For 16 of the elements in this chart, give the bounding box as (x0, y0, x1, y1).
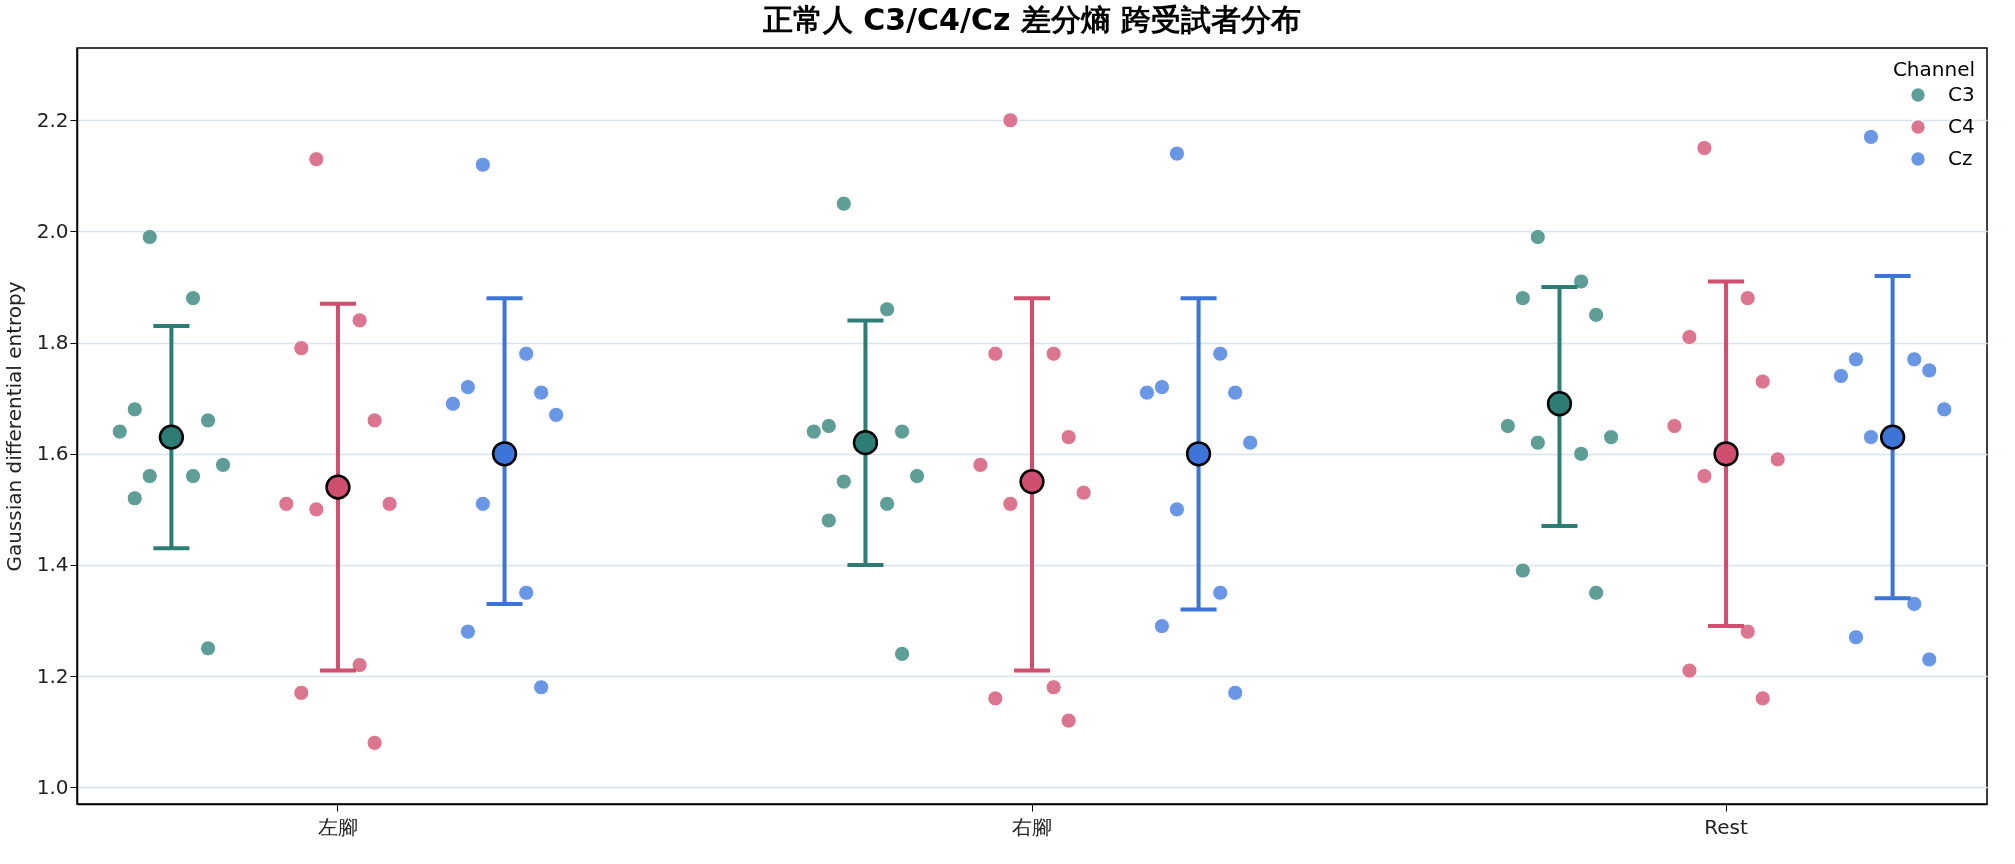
y-tick-label: 1.2 (36, 663, 69, 688)
y-axis-title: Gaussian differential entropy (1, 281, 26, 572)
legend-title: Channel (1892, 57, 1975, 81)
legend-label: Cz (1948, 146, 1973, 170)
x-tick-label: 左腳 (317, 814, 358, 839)
y-tick-label: 1.0 (36, 774, 69, 799)
legend-label: C3 (1948, 82, 1975, 106)
y-tick-label: 1.4 (36, 552, 69, 577)
x-tick-label: Rest (1704, 814, 1748, 839)
y-tick-label: 1.8 (36, 330, 69, 355)
y-tick-label: 1.6 (36, 441, 69, 466)
x-tick-label: 右腳 (1012, 814, 1052, 839)
legend-label: C4 (1948, 114, 1975, 138)
y-tick-label: 2.2 (36, 107, 69, 132)
y-tick-label: 2.0 (36, 218, 69, 243)
chart-title: 正常人 C3/C4/Cz 差分熵 跨受試者分布 (761, 2, 1302, 37)
